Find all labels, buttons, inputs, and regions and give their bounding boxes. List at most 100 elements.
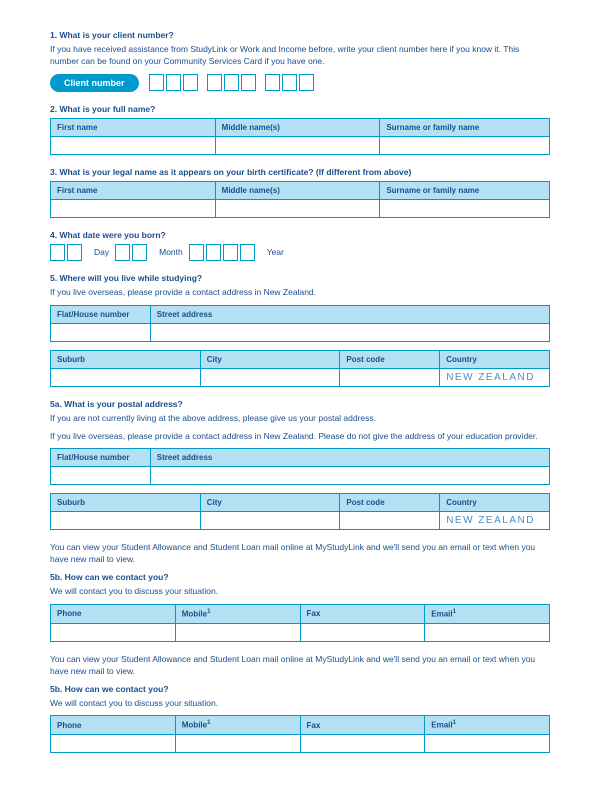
q5b-mobile-input[interactable] <box>175 735 300 753</box>
year-digit[interactable] <box>240 244 255 261</box>
q5-title: 5. Where will you live while studying? <box>50 273 550 283</box>
q5-street-input[interactable] <box>150 323 549 341</box>
q5a-country-value: NEW ZEALAND <box>440 512 550 530</box>
question-1: 1. What is your client number? If you ha… <box>50 30 550 92</box>
q3-col-middle: Middle name(s) <box>215 181 380 199</box>
q3-col-surname: Surname or family name <box>380 181 550 199</box>
q5-addr1: Flat/House number Street address <box>50 305 550 342</box>
date-row: Day Month Year <box>50 244 550 261</box>
day-digit[interactable] <box>67 244 82 261</box>
day-label: Day <box>94 247 109 257</box>
q2-firstname-input[interactable] <box>51 136 216 154</box>
client-digit[interactable] <box>224 74 239 91</box>
year-digit[interactable] <box>223 244 238 261</box>
q5a-city-input[interactable] <box>200 512 340 530</box>
client-number-boxes <box>149 74 320 91</box>
q5b-phone-input[interactable] <box>51 623 176 641</box>
q5a-desc2: If you live overseas, please provide a c… <box>50 431 550 443</box>
q5b-table-2: Phone Mobile1 Fax Email1 <box>50 715 550 753</box>
q5-desc: If you live overseas, please provide a c… <box>50 287 550 299</box>
q5-postcode-input[interactable] <box>340 368 440 386</box>
client-digit[interactable] <box>183 74 198 91</box>
q3-firstname-input[interactable] <box>51 199 216 217</box>
q5-flat-label: Flat/House number <box>51 305 151 323</box>
client-digit[interactable] <box>299 74 314 91</box>
client-digit[interactable] <box>166 74 181 91</box>
client-digit[interactable] <box>265 74 280 91</box>
q5b-fax-label: Fax <box>300 605 425 624</box>
q3-surname-input[interactable] <box>380 199 550 217</box>
q5b-email-label: Email1 <box>425 716 550 735</box>
note-1: You can view your Student Allowance and … <box>50 542 550 566</box>
q5-city-input[interactable] <box>200 368 340 386</box>
q5-city-label: City <box>200 350 340 368</box>
q5b-title-1: 5b. How can we contact you? <box>50 572 550 582</box>
q5b-mobile-input[interactable] <box>175 623 300 641</box>
q1-desc: If you have received assistance from Stu… <box>50 44 550 68</box>
q2-surname-input[interactable] <box>380 136 550 154</box>
q5-suburb-label: Suburb <box>51 350 201 368</box>
q5b-phone-input[interactable] <box>51 735 176 753</box>
q5-country-label: Country <box>440 350 550 368</box>
note-2: You can view your Student Allowance and … <box>50 654 550 678</box>
year-digit[interactable] <box>206 244 221 261</box>
question-5b-1: 5b. How can we contact you? We will cont… <box>50 572 550 642</box>
question-3: 3. What is your legal name as it appears… <box>50 167 550 218</box>
q5a-city-label: City <box>200 494 340 512</box>
q5a-suburb-input[interactable] <box>51 512 201 530</box>
q5-suburb-input[interactable] <box>51 368 201 386</box>
year-digit[interactable] <box>189 244 204 261</box>
client-digit[interactable] <box>241 74 256 91</box>
client-digit[interactable] <box>282 74 297 91</box>
q5a-flat-label: Flat/House number <box>51 449 151 467</box>
q5b-desc-2: We will contact you to discuss your situ… <box>50 698 550 710</box>
q5b-email-label: Email1 <box>425 605 550 624</box>
q5b-fax-label: Fax <box>300 716 425 735</box>
q2-middle-input[interactable] <box>215 136 380 154</box>
q5b-fax-input[interactable] <box>300 735 425 753</box>
q5b-mobile-label: Mobile1 <box>175 716 300 735</box>
day-digit[interactable] <box>50 244 65 261</box>
month-digit[interactable] <box>115 244 130 261</box>
q5a-postcode-input[interactable] <box>340 512 440 530</box>
q5a-desc1: If you are not currently living at the a… <box>50 413 550 425</box>
q5a-flat-input[interactable] <box>51 467 151 485</box>
q5a-suburb-label: Suburb <box>51 494 201 512</box>
q5a-street-input[interactable] <box>150 467 549 485</box>
q3-middle-input[interactable] <box>215 199 380 217</box>
q1-title: 1. What is your client number? <box>50 30 550 40</box>
q3-title: 3. What is your legal name as it appears… <box>50 167 550 177</box>
client-digit[interactable] <box>207 74 222 91</box>
q5-addr2: Suburb City Post code Country NEW ZEALAN… <box>50 350 550 387</box>
q5a-addr1: Flat/House number Street address <box>50 448 550 485</box>
question-5: 5. Where will you live while studying? I… <box>50 273 550 387</box>
q5-flat-input[interactable] <box>51 323 151 341</box>
q2-col-surname: Surname or family name <box>380 118 550 136</box>
q5-postcode-label: Post code <box>340 350 440 368</box>
q2-col-firstname: First name <box>51 118 216 136</box>
client-number-row: Client number <box>50 74 550 92</box>
question-4: 4. What date were you born? Day Month Ye… <box>50 230 550 261</box>
q5b-email-input[interactable] <box>425 623 550 641</box>
q5b-title-2: 5b. How can we contact you? <box>50 684 550 694</box>
question-5b-2: 5b. How can we contact you? We will cont… <box>50 684 550 754</box>
q5b-table-1: Phone Mobile1 Fax Email1 <box>50 604 550 642</box>
q3-table: First name Middle name(s) Surname or fam… <box>50 181 550 218</box>
q5a-addr2: Suburb City Post code Country NEW ZEALAN… <box>50 493 550 530</box>
q5a-country-label: Country <box>440 494 550 512</box>
q2-col-middle: Middle name(s) <box>215 118 380 136</box>
month-digit[interactable] <box>132 244 147 261</box>
q5b-desc-1: We will contact you to discuss your situ… <box>50 586 550 598</box>
q5b-fax-input[interactable] <box>300 623 425 641</box>
q5b-email-input[interactable] <box>425 735 550 753</box>
q5a-title: 5a. What is your postal address? <box>50 399 550 409</box>
q5a-postcode-label: Post code <box>340 494 440 512</box>
month-label: Month <box>159 247 183 257</box>
client-digit[interactable] <box>149 74 164 91</box>
q5b-phone-label: Phone <box>51 716 176 735</box>
q4-title: 4. What date were you born? <box>50 230 550 240</box>
question-2: 2. What is your full name? First name Mi… <box>50 104 550 155</box>
q2-table: First name Middle name(s) Surname or fam… <box>50 118 550 155</box>
question-5a: 5a. What is your postal address? If you … <box>50 399 550 531</box>
q5b-phone-label: Phone <box>51 605 176 624</box>
